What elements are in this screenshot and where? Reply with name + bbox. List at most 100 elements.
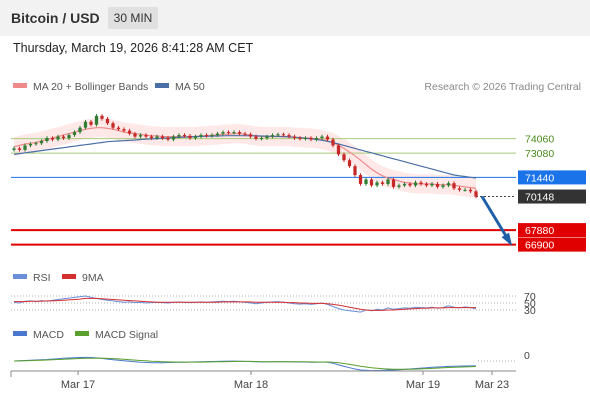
macd-level-label-0: 0 [524, 350, 530, 362]
candle-body [325, 136, 330, 140]
candle-body [276, 134, 280, 136]
candle-body [204, 135, 209, 137]
x-axis: Mar 17 Mar 18 Mar 19 Mar 23 [10, 370, 516, 391]
x-tick-label: Mar 23 [475, 379, 509, 391]
candle-body [94, 115, 99, 125]
candle-body [281, 134, 286, 136]
rsi-legend-swatch [13, 274, 27, 279]
macd-signal-legend-swatch [75, 331, 89, 336]
macd-line [13, 356, 476, 372]
candle-body [331, 139, 335, 146]
ma50-legend-label: MA 50 [175, 81, 205, 93]
candle-body [199, 135, 203, 137]
candle-body [78, 127, 82, 133]
candle-body [314, 138, 319, 140]
candle-body [56, 136, 60, 140]
ma20-legend-swatch [13, 83, 27, 88]
candle-body [441, 185, 445, 187]
rsi-legend-label: RSI [33, 272, 51, 284]
candle-body [133, 133, 137, 137]
candle-body [270, 135, 275, 137]
rsi-signal-legend-label: 9MA [82, 272, 104, 284]
level-label-box-71440 [518, 170, 586, 185]
candle-body [353, 166, 357, 176]
x-tick-label: Mar 17 [61, 379, 95, 391]
macd-legend-label: MACD [33, 329, 64, 341]
timestamp: Thursday, March 19, 2026 8:41:28 AM CET [13, 41, 254, 55]
candle-body [111, 123, 115, 128]
macd-signal-legend-label: MACD Signal [95, 329, 158, 341]
forecast-arrow-head [501, 232, 513, 247]
rsi-level-label-30: 30 [524, 305, 536, 317]
candle-body [182, 135, 187, 137]
candle-body [160, 136, 165, 139]
candle-body [171, 136, 176, 140]
level-label-67880: 67880 [525, 225, 554, 237]
credit-text: Research © 2026 Trading Central [424, 81, 581, 93]
candle-body [380, 182, 385, 184]
candle-body [309, 138, 313, 140]
candle-body [45, 138, 49, 141]
bollinger-band [14, 118, 476, 198]
candle-body [347, 160, 352, 167]
candle-body [226, 132, 231, 134]
rsi-level-label-70: 70 [524, 291, 536, 303]
rsi-level-label-50: 50 [524, 298, 536, 310]
candle-body [23, 145, 27, 150]
candle-body [105, 118, 110, 124]
candle-body [50, 138, 55, 140]
candle-body [243, 133, 247, 135]
candle-body [287, 135, 291, 137]
level-label-box-67880 [518, 223, 586, 238]
candle-body [413, 182, 418, 186]
candle-body [17, 148, 22, 150]
timeframe-button[interactable]: 30 MIN [108, 7, 158, 29]
candle-body [474, 191, 478, 197]
level-label-74060: 74060 [525, 134, 554, 146]
candle-body [149, 136, 154, 139]
ma50-legend-swatch [155, 83, 169, 88]
candle-body [446, 183, 451, 186]
candle-body [452, 183, 456, 189]
level-label-box-70148 [518, 189, 586, 204]
candle-body [463, 189, 467, 191]
candle-body [12, 148, 16, 150]
candle-body [259, 138, 264, 140]
candle-body [221, 132, 225, 134]
candle-body [67, 135, 71, 139]
candle-body [320, 136, 324, 139]
candle-body [100, 115, 104, 119]
candle-body [248, 134, 253, 137]
candle-body [424, 183, 429, 186]
candle-body [122, 129, 126, 131]
price-panel: 74060 73080 71440 70148 67880 66900 [11, 114, 586, 252]
candle-body [397, 185, 401, 187]
level-label-box-66900 [518, 237, 586, 252]
macd-signal-line [13, 357, 477, 370]
candle-body [166, 138, 170, 140]
candle-body [144, 135, 148, 137]
candle-body [127, 130, 132, 134]
candle-body [336, 145, 341, 155]
level-label-71440: 71440 [525, 172, 554, 184]
candle-body [303, 138, 308, 140]
candle-body [419, 182, 423, 184]
candle-body [210, 135, 214, 137]
candle-body [155, 136, 159, 139]
candle-body [402, 183, 407, 186]
candle-body [265, 136, 269, 139]
candle-body [138, 135, 143, 137]
candle-body [430, 183, 434, 186]
candle-body [375, 182, 379, 186]
candle-body [28, 143, 33, 146]
candle-body [342, 154, 346, 161]
level-label-66900: 66900 [525, 240, 554, 252]
candle-body [468, 189, 473, 192]
rsi-signal-line [14, 297, 476, 311]
candle-body [72, 132, 77, 136]
candle-body [254, 136, 258, 139]
candle-body [369, 179, 374, 186]
candle-body [391, 179, 396, 187]
